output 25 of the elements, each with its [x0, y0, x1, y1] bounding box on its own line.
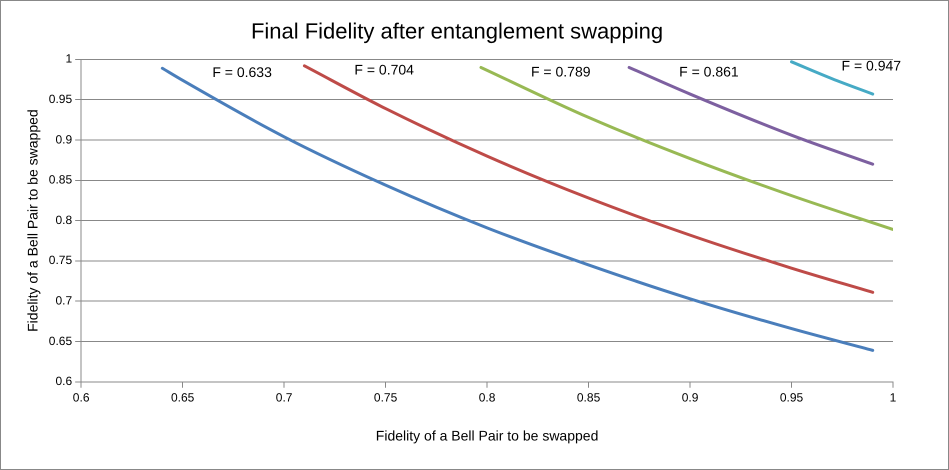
- x-tick-label: 0.65: [170, 390, 195, 404]
- y-tick-label: 1: [65, 52, 72, 66]
- y-tick-label: 0.75: [48, 253, 72, 268]
- x-tick-label: 0.85: [576, 390, 601, 404]
- x-tick-label: 0.8: [478, 390, 496, 404]
- chart-title: Final Fidelity after entanglement swapping: [250, 18, 664, 44]
- x-tick-label: 0.9: [682, 390, 699, 404]
- x-tick-label: 0.95: [780, 390, 804, 404]
- y-tick-label: 0.95: [48, 92, 72, 106]
- series-label: F = 0.861: [679, 63, 739, 80]
- y-tick-label: 0.7: [55, 294, 72, 308]
- series-label: F = 0.789: [530, 63, 591, 80]
- y-tick-label: 0.85: [48, 172, 72, 187]
- y-axis-title: Fidelity of a Bell Pair to be swapped: [24, 109, 40, 332]
- y-tick-label: 0.65: [48, 334, 72, 348]
- y-tick-label: 0.9: [55, 132, 72, 146]
- series-label: F = 0.947: [842, 58, 902, 74]
- x-tick-label: 0.7: [276, 390, 293, 404]
- y-tick-label: 0.6: [55, 374, 72, 388]
- x-tick-label: 1: [890, 390, 897, 404]
- x-tick-label: 0.6: [72, 390, 90, 404]
- x-tick-label: 0.75: [374, 390, 398, 404]
- series-label: F = 0.704: [354, 62, 414, 78]
- y-tick-label: 0.8: [55, 212, 72, 227]
- series-label: F = 0.633: [212, 64, 272, 80]
